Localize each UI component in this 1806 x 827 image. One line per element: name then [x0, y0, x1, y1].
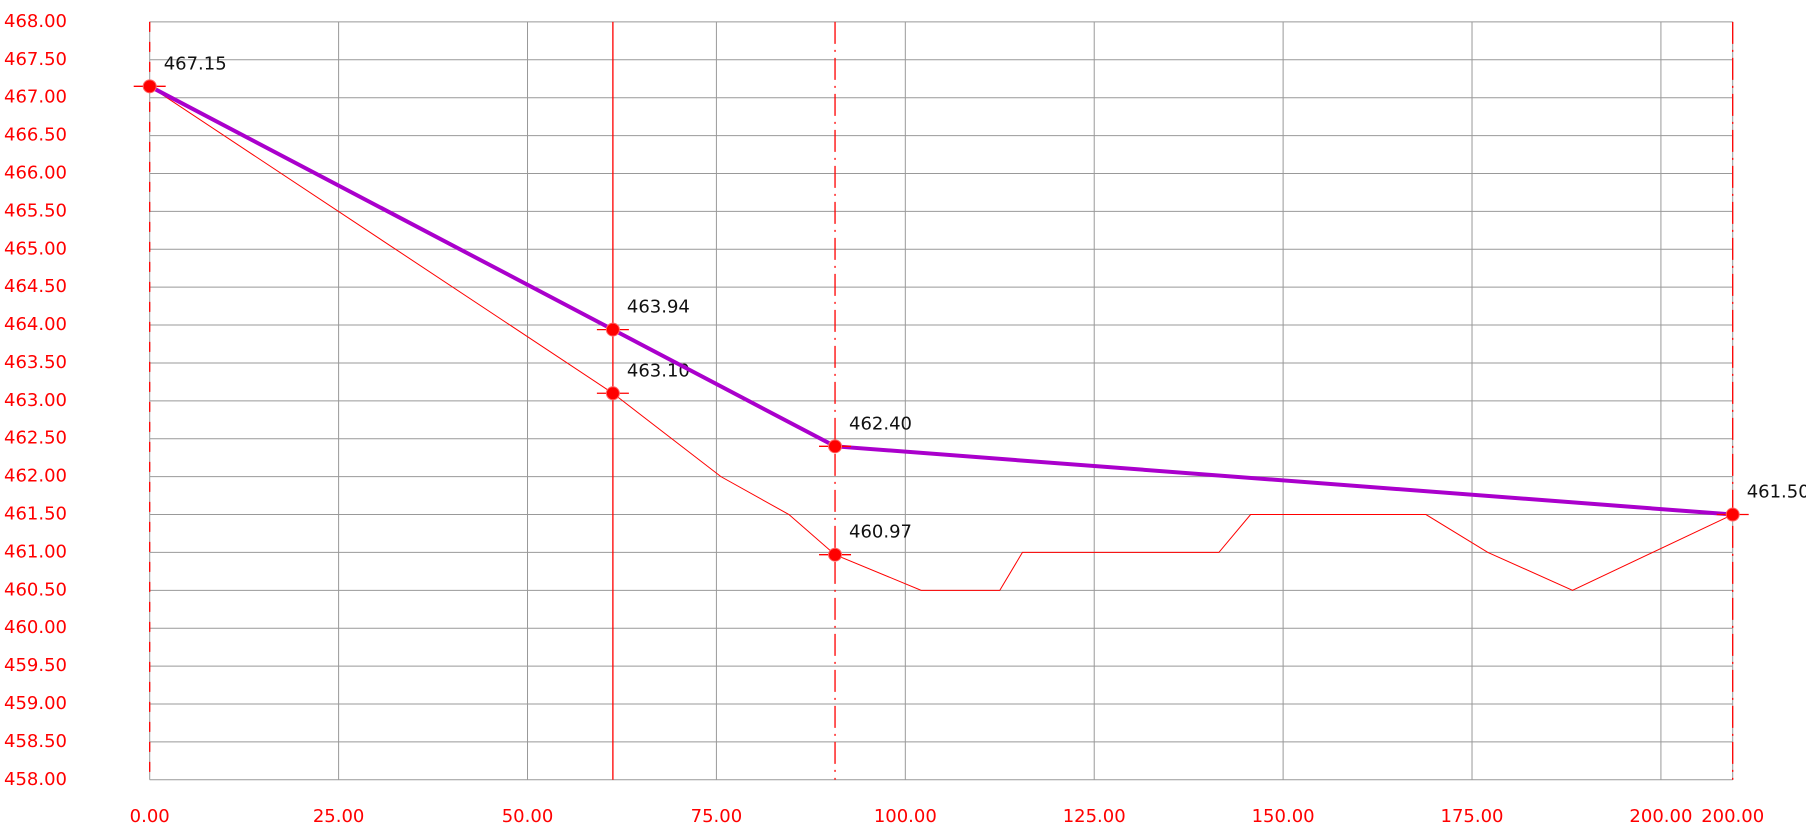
y-tick-label: 463.00	[4, 390, 67, 411]
y-tick-label: 460.50	[4, 579, 67, 600]
point-marker	[828, 439, 843, 454]
y-tick-label: 464.50	[4, 276, 67, 297]
y-tick-label: 462.00	[4, 466, 67, 487]
value-label: 463.94	[627, 297, 690, 318]
point-marker	[1725, 507, 1740, 522]
value-label: 460.97	[849, 522, 912, 543]
y-tick-label: 459.50	[4, 655, 67, 676]
y-tick-label: 463.50	[4, 352, 67, 373]
series-line	[149, 85, 1733, 591]
x-tick-label: 200.00	[1701, 806, 1764, 827]
y-tick-label: 458.00	[4, 769, 67, 790]
point-marker	[605, 386, 620, 401]
x-tick-label: 175.00	[1441, 806, 1504, 827]
point-marker	[828, 547, 843, 562]
x-tick-label: 25.00	[313, 806, 365, 827]
point-marker	[142, 79, 157, 94]
y-tick-label: 461.50	[4, 504, 67, 525]
x-tick-label: 50.00	[502, 806, 554, 827]
series-line	[148, 84, 1733, 517]
y-tick-label: 459.00	[4, 693, 67, 714]
x-tick-label: 0.00	[130, 806, 170, 827]
y-tick-label: 458.50	[4, 731, 67, 752]
x-tick-label: 125.00	[1063, 806, 1126, 827]
y-tick-label: 462.50	[4, 428, 67, 449]
value-label: 467.15	[164, 53, 227, 74]
x-tick-label: 100.00	[874, 806, 937, 827]
x-tick-label: 200.00	[1629, 806, 1692, 827]
value-label: 461.50	[1747, 482, 1806, 503]
y-tick-label: 460.00	[4, 617, 67, 638]
y-tick-label: 464.00	[4, 314, 67, 335]
x-tick-label: 75.00	[691, 806, 743, 827]
x-tick-label: 150.00	[1252, 806, 1315, 827]
y-tick-label: 461.00	[4, 541, 67, 562]
y-tick-label: 465.50	[4, 200, 67, 221]
value-label: 463.10	[627, 360, 690, 381]
y-tick-label: 467.50	[4, 49, 67, 70]
y-tick-label: 466.00	[4, 162, 67, 183]
y-tick-label: 468.00	[4, 11, 67, 32]
y-tick-label: 467.00	[4, 87, 67, 108]
y-tick-label: 466.50	[4, 125, 67, 146]
point-marker	[605, 322, 620, 337]
y-tick-label: 465.00	[4, 238, 67, 259]
value-label: 462.40	[849, 413, 912, 434]
